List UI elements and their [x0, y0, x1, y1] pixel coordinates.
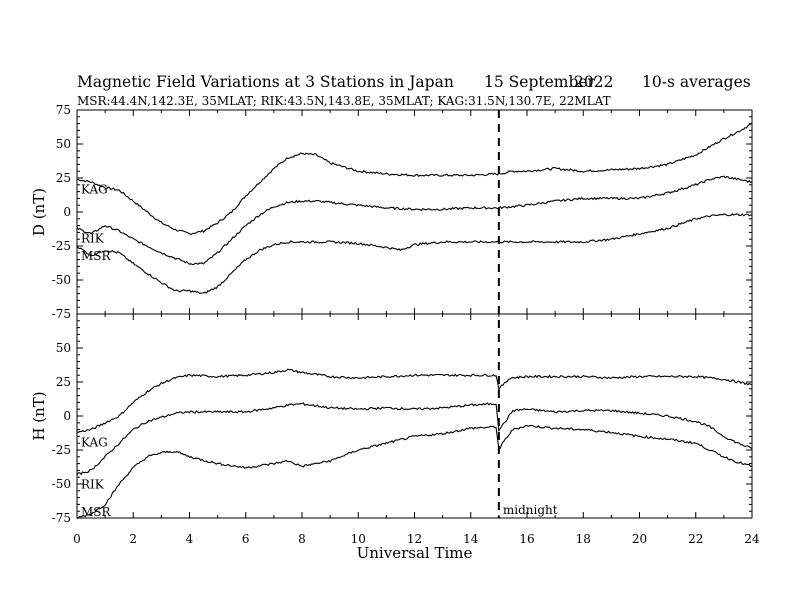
stations-subtitle: MSR:44.4N,142.3E, 35MLAT; RIK:43.5N,143.… [77, 94, 611, 108]
series-rik-top [76, 175, 753, 266]
x-tick-label: 2 [129, 532, 137, 546]
year-label: 2022 [574, 73, 614, 91]
x-tick-label: 8 [298, 532, 306, 546]
y-tick-label: -75 [52, 511, 71, 525]
series-msr-top [76, 213, 753, 294]
series-label-rik: RIK [81, 477, 105, 491]
top-panel [76, 109, 753, 315]
top-panel-frame [76, 109, 753, 315]
x-tick-label: 16 [519, 532, 534, 546]
y-tick-label: 50 [56, 137, 71, 151]
date-label: 15 September [484, 73, 595, 91]
midnight-label: midnight [503, 503, 558, 517]
series-rik-bottom [76, 402, 753, 476]
x-tick-label: 6 [242, 532, 250, 546]
series-label-msr: MSR [81, 249, 112, 263]
series-label-kag: KAG [81, 182, 108, 196]
y-tick-label: -50 [52, 477, 71, 491]
series-label-kag: KAG [81, 435, 108, 449]
x-tick-label: 4 [186, 532, 194, 546]
bottom-panel-frame [76, 313, 753, 519]
chart-title: Magnetic Field Variations at 3 Stations … [77, 73, 454, 91]
bottom-y-axis-label: H (nT) [30, 391, 48, 440]
x-axis-label: Universal Time [357, 544, 473, 562]
x-tick-label: 18 [576, 532, 591, 546]
x-tick-label: 22 [688, 532, 703, 546]
x-tick-label: 12 [407, 532, 422, 546]
y-tick-label: 0 [63, 409, 71, 423]
top-y-axis-label: D (nT) [30, 188, 48, 236]
averaging-label: 10-s averages [642, 73, 751, 91]
y-tick-label: -25 [52, 239, 71, 253]
x-tick-label: 10 [351, 532, 366, 546]
y-tick-label: 75 [56, 103, 71, 117]
x-tick-label: 0 [73, 532, 81, 546]
series-kag-bottom [76, 368, 753, 434]
series-label-msr: MSR [81, 505, 112, 519]
y-tick-label: -50 [52, 273, 71, 287]
series-label-rik: RIK [81, 231, 105, 245]
x-tick-label: 14 [463, 532, 479, 546]
y-tick-label: 25 [56, 375, 71, 389]
x-tick-label: 24 [744, 532, 760, 546]
y-tick-label: 0 [63, 205, 71, 219]
y-tick-label: 50 [56, 341, 71, 355]
y-tick-label: -25 [52, 443, 71, 457]
series-msr-bottom [76, 424, 753, 520]
y-tick-label: 25 [56, 171, 71, 185]
bottom-panel [76, 110, 753, 520]
series-kag-top [76, 123, 753, 236]
y-tick-label: -75 [52, 307, 71, 321]
x-tick-label: 20 [632, 532, 647, 546]
